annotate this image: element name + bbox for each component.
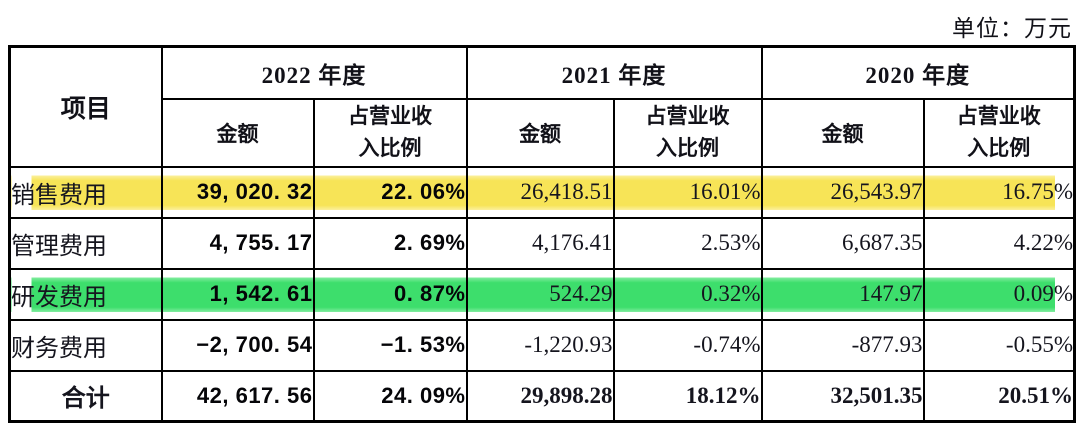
cell-2021-ratio: 18.12% bbox=[612, 369, 763, 423]
year-header-2022: 2022 年度 bbox=[160, 45, 468, 100]
cell-2021-ratio: 2.53% bbox=[612, 216, 763, 270]
cell-2021-amount: 4,176.41 bbox=[465, 216, 615, 270]
row-label: 研发费用 bbox=[8, 267, 163, 321]
cell-2021-amount: 26,418.51 bbox=[465, 165, 615, 219]
unit-label: 单位：万元 bbox=[952, 16, 1072, 41]
row-label: 财务费用 bbox=[8, 318, 163, 372]
year-header-2020: 2020 年度 bbox=[760, 45, 1076, 100]
cell-2022-ratio: 0. 87% bbox=[312, 267, 468, 321]
cell-2020-ratio: 20.51% bbox=[922, 369, 1076, 423]
table-row-sales-expense: 销售费用 39, 020. 32 22. 06% 26,418.51 16.01… bbox=[8, 165, 1076, 219]
cell-2021-amount: -1,220.93 bbox=[465, 318, 615, 372]
cell-2020-amount: -877.93 bbox=[760, 318, 925, 372]
ratio-header-text: 占营业收入比例 bbox=[645, 104, 730, 160]
cell-2022-ratio: 22. 06% bbox=[312, 165, 468, 219]
cell-2021-amount: 524.29 bbox=[465, 267, 615, 321]
cell-2022-amount: 42, 617. 56 bbox=[160, 369, 315, 423]
year-header-2021: 2021 年度 bbox=[465, 45, 763, 100]
cell-2022-amount: −2, 700. 54 bbox=[160, 318, 315, 372]
cell-2020-amount: 32,501.35 bbox=[760, 369, 925, 423]
cell-2021-ratio: 0.32% bbox=[612, 267, 763, 321]
ratio-header-text: 占营业收入比例 bbox=[956, 104, 1041, 160]
cell-2020-amount: 6,687.35 bbox=[760, 216, 925, 270]
amount-header-2021: 金额 bbox=[465, 97, 615, 168]
amount-header-2020: 金额 bbox=[760, 97, 925, 168]
table-row-rd-expense: 研发费用 1, 542. 61 0. 87% 524.29 0.32% 147.… bbox=[8, 267, 1076, 321]
ratio-header-2022: 占营业收入比例 bbox=[312, 97, 468, 168]
cell-2022-amount: 4, 755. 17 bbox=[160, 216, 315, 270]
cell-2021-ratio: -0.74% bbox=[612, 318, 763, 372]
amount-header-2022: 金额 bbox=[160, 97, 315, 168]
sub-header-row: 金额 占营业收入比例 金额 占营业收入比例 金额 占营业收入比例 bbox=[10, 97, 1076, 168]
table-row-total: 合计 42, 617. 56 24. 09% 29,898.28 18.12% … bbox=[8, 369, 1076, 423]
table-row-admin-expense: 管理费用 4, 755. 17 2. 69% 4,176.41 2.53% 6,… bbox=[8, 216, 1076, 270]
year-header-row: 项目 2022 年度 2021 年度 2020 年度 bbox=[8, 45, 1076, 168]
cell-2022-amount: 1, 542. 61 bbox=[160, 267, 315, 321]
ratio-header-text: 占营业收入比例 bbox=[348, 104, 432, 160]
item-column-header: 项目 bbox=[8, 45, 163, 168]
cell-2020-amount: 26,543.97 bbox=[760, 165, 925, 219]
cell-2021-amount: 29,898.28 bbox=[465, 369, 615, 423]
row-label: 销售费用 bbox=[8, 165, 163, 219]
cell-2022-amount: 39, 020. 32 bbox=[160, 165, 315, 219]
expense-table: 项目 2022 年度 2021 年度 2020 年度 金额 占营业收入比例 金额… bbox=[8, 45, 1076, 423]
cell-2020-ratio: -0.55% bbox=[922, 318, 1076, 372]
ratio-header-2021: 占营业收入比例 bbox=[612, 97, 763, 168]
cell-2020-ratio: 0.09% bbox=[922, 267, 1076, 321]
ratio-header-2020: 占营业收入比例 bbox=[922, 97, 1076, 168]
table-row-finance-expense: 财务费用 −2, 700. 54 −1. 53% -1,220.93 -0.74… bbox=[8, 318, 1076, 372]
row-label: 管理费用 bbox=[8, 216, 163, 270]
cell-2020-ratio: 16.75% bbox=[922, 165, 1076, 219]
cell-2020-ratio: 4.22% bbox=[922, 216, 1076, 270]
cell-2022-ratio: 2. 69% bbox=[312, 216, 468, 270]
cell-2022-ratio: −1. 53% bbox=[312, 318, 468, 372]
cell-2021-ratio: 16.01% bbox=[612, 165, 763, 219]
row-label: 合计 bbox=[8, 369, 163, 423]
cell-2020-amount: 147.97 bbox=[760, 267, 925, 321]
cell-2022-ratio: 24. 09% bbox=[312, 369, 468, 423]
